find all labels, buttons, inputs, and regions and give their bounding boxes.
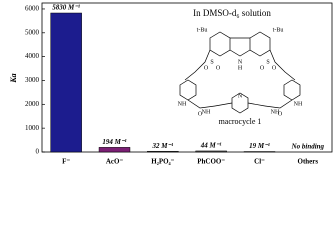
structure-label: O bbox=[278, 111, 283, 117]
structure-label: t-Bu bbox=[197, 27, 208, 33]
value-label: 5830 M⁻¹ bbox=[52, 4, 80, 12]
structure-label: H bbox=[238, 65, 243, 71]
structure-label: O bbox=[260, 65, 265, 71]
chart: In DMSO-d₆ solution macrocycle 1 0 1000 20… bbox=[9, 2, 333, 166]
structure-label: O bbox=[216, 65, 221, 71]
structure-label: t-Bu bbox=[273, 27, 284, 33]
structure-label: S bbox=[266, 59, 269, 65]
structure-label: NH bbox=[178, 101, 187, 107]
structure-label: NH bbox=[271, 109, 280, 115]
annotation: In DMSO-d₆ solution bbox=[193, 8, 271, 18]
structure-label: O bbox=[204, 65, 209, 71]
x-tick-label: F⁻ bbox=[62, 158, 70, 166]
value-label: 19 M⁻¹ bbox=[249, 142, 270, 150]
bar bbox=[195, 150, 227, 153]
x-tick-label: Cl⁻ bbox=[254, 158, 265, 166]
bar bbox=[98, 147, 131, 153]
x-tick-label: AcO⁻ bbox=[106, 158, 124, 166]
structure-label: S bbox=[210, 59, 213, 65]
y-tick-label: 5000 bbox=[25, 28, 40, 36]
structure-label: O bbox=[198, 111, 203, 117]
x-tick-label: H₂PO₄⁻ bbox=[151, 158, 174, 166]
value-label: 194 M⁻¹ bbox=[102, 138, 126, 146]
value-label: 44 M⁻¹ bbox=[200, 142, 222, 150]
y-tick-label: 6000 bbox=[25, 5, 40, 13]
value-label: No binding bbox=[291, 143, 325, 151]
x-tick-label: PhCOO⁻ bbox=[197, 158, 225, 166]
y-tick-label: 4000 bbox=[25, 52, 40, 60]
plot-frame bbox=[41, 2, 333, 153]
y-tick-label: 2000 bbox=[25, 100, 40, 108]
structure-label: NH bbox=[294, 101, 303, 107]
bar bbox=[50, 12, 82, 153]
structure-name: macrocycle 1 bbox=[219, 117, 262, 126]
value-label: 32 M⁻¹ bbox=[151, 142, 173, 150]
y-tick-label: 3000 bbox=[25, 76, 40, 84]
structure-label: N bbox=[238, 93, 243, 99]
structure-label: NH bbox=[202, 109, 211, 115]
structure-label: N bbox=[238, 59, 243, 65]
x-tick-label: Others bbox=[298, 158, 319, 166]
structure-drawing bbox=[179, 31, 301, 114]
y-axis-label: Ka bbox=[9, 73, 18, 83]
y-tick-label: 0 bbox=[36, 148, 40, 156]
structure-label: O bbox=[272, 65, 277, 71]
y-tick-label: 1000 bbox=[25, 124, 40, 132]
bar bbox=[147, 150, 179, 153]
